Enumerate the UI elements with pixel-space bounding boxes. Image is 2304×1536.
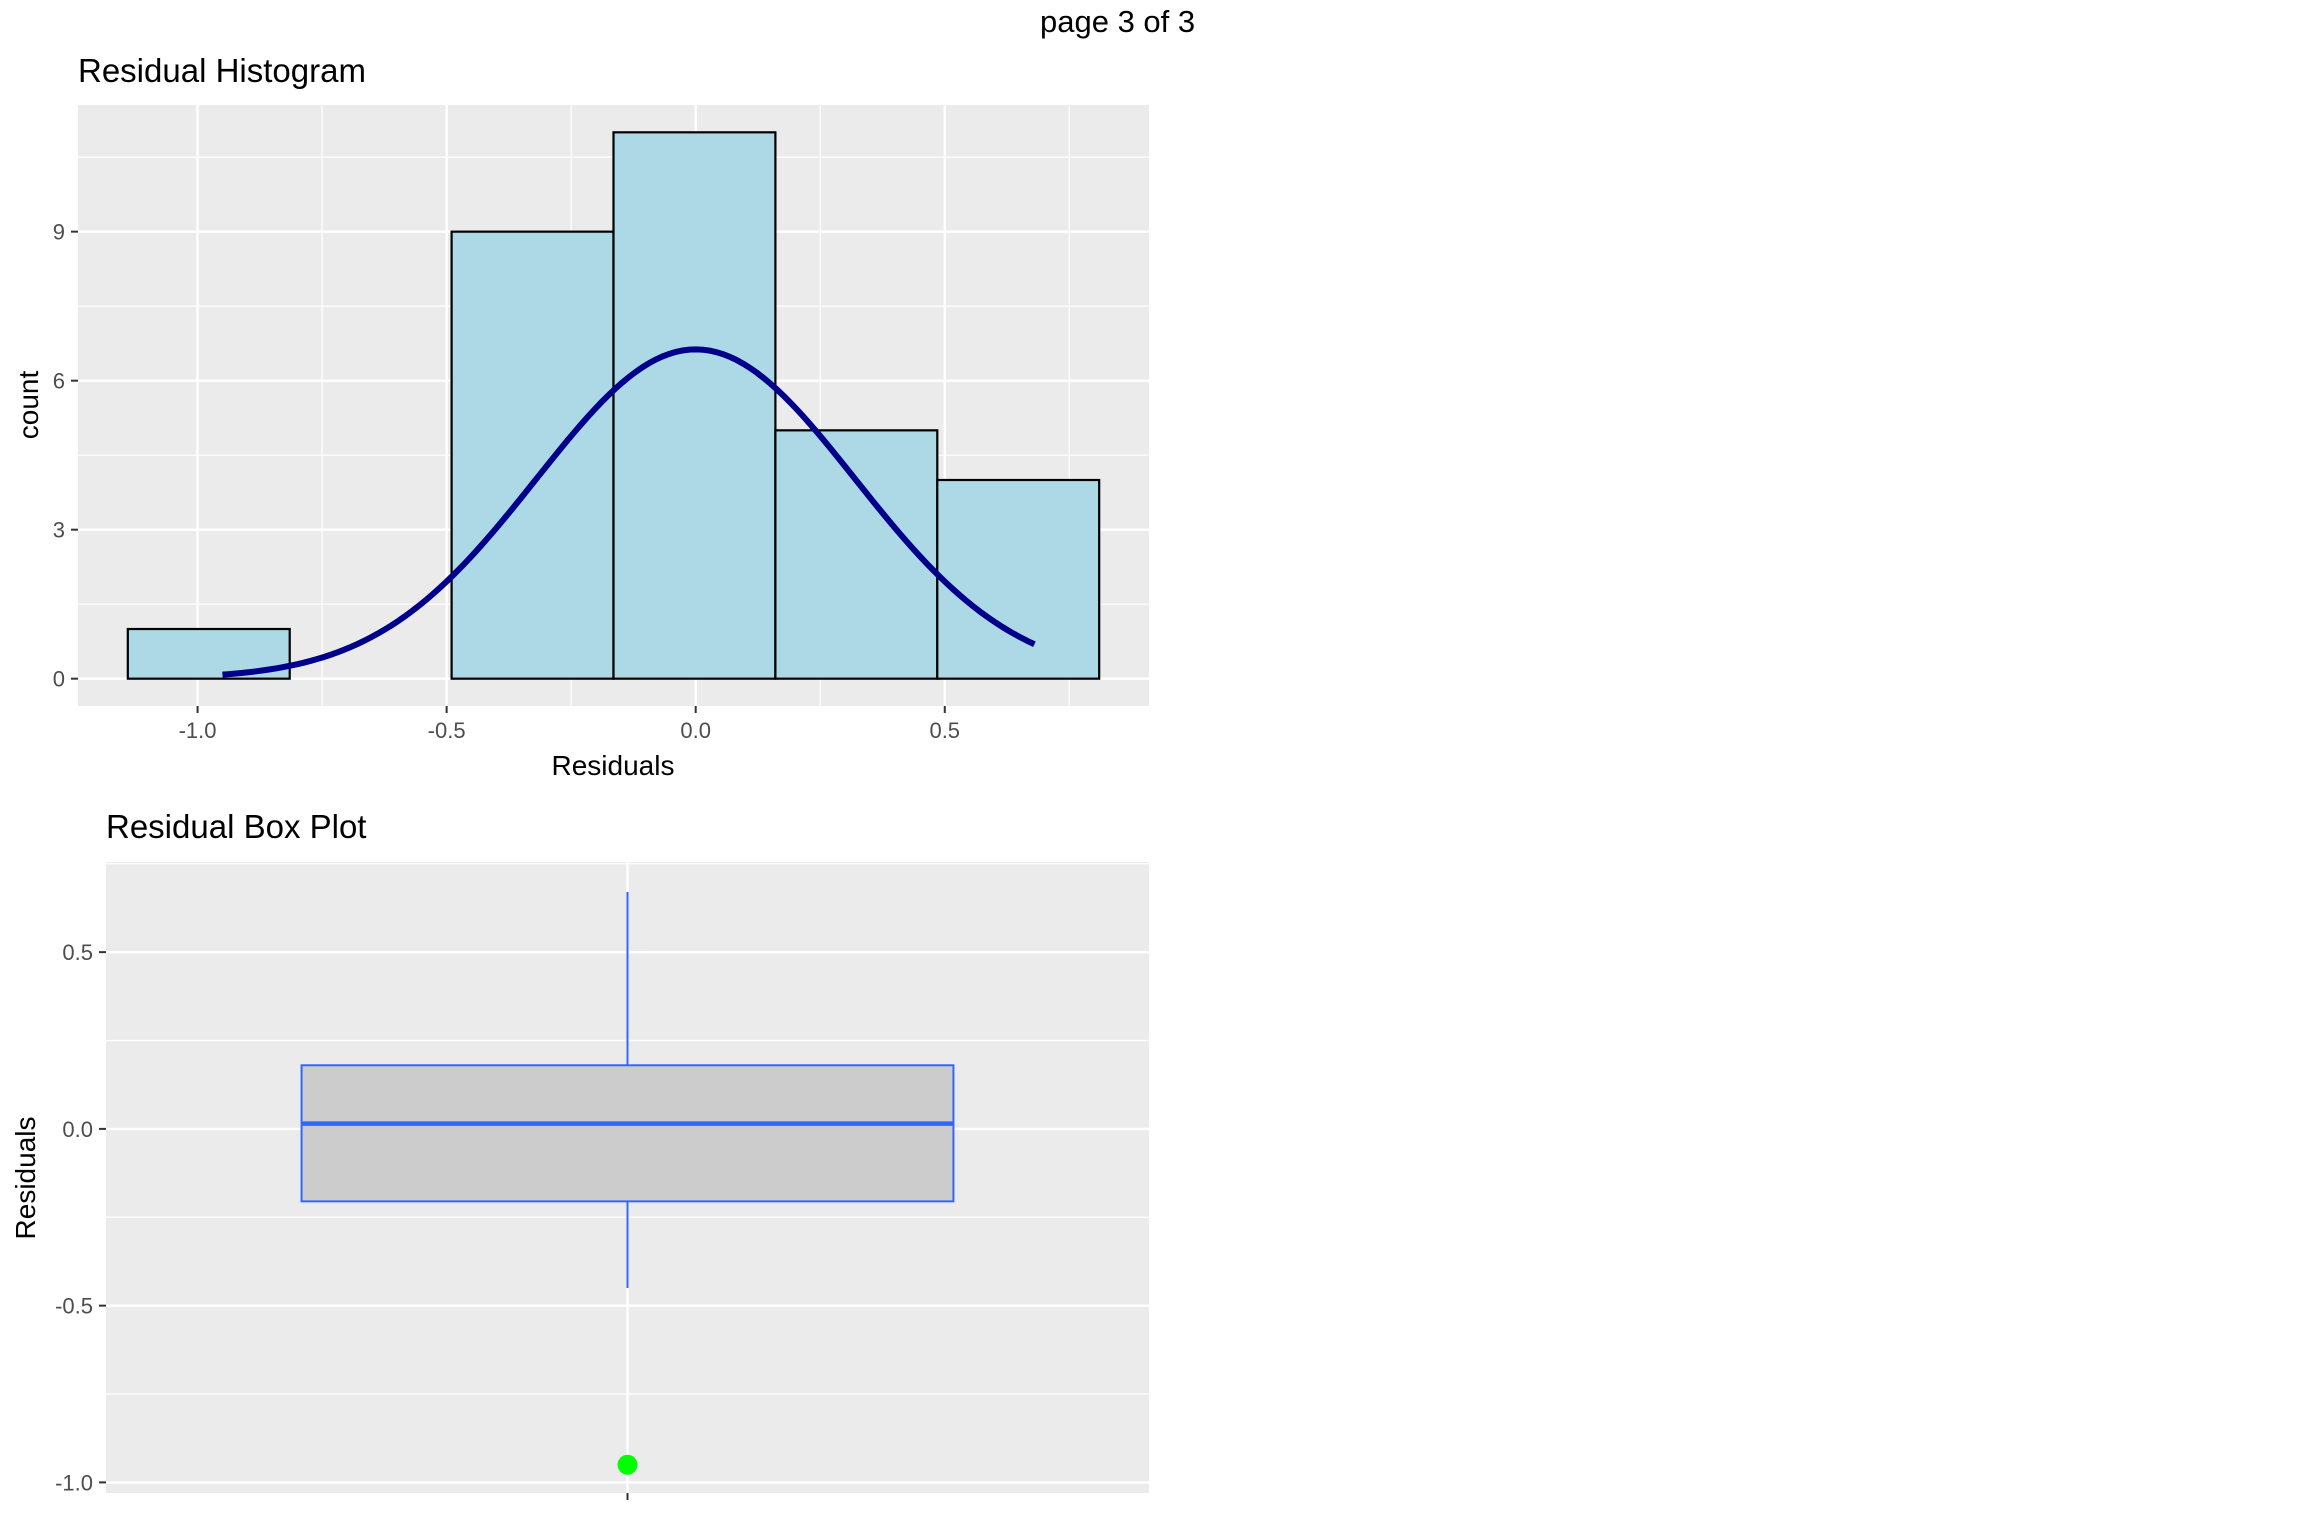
- y-tick-label: 0.5: [62, 940, 93, 965]
- boxplot-y-label: Residuals: [10, 1117, 41, 1240]
- outlier-point: [617, 1454, 638, 1475]
- x-tick-label: -0.5: [428, 718, 466, 743]
- y-tick-label: -0.5: [55, 1294, 93, 1319]
- y-tick-label: 3: [53, 518, 65, 543]
- y-tick-label: -1.0: [55, 1470, 93, 1495]
- histogram-title: Residual Histogram: [78, 52, 366, 89]
- page-indicator: page 3 of 3: [1040, 4, 1196, 39]
- y-tick-label: 0: [53, 667, 65, 692]
- histogram-bar: [450, 230, 615, 680]
- boxplot-shapes: [300, 892, 955, 1475]
- y-tick-label: 0.0: [62, 1117, 93, 1142]
- boxplot-chart: Residual Box Plot -1.0 -0.5 0.0 0.5 Residua…: [10, 808, 1149, 1500]
- boxplot-y-axis: -1.0 -0.5 0.0 0.5: [55, 940, 106, 1495]
- histogram-y-axis: 0 3 6 9: [53, 220, 78, 692]
- x-tick-label: 0.5: [929, 718, 960, 743]
- boxplot-title: Residual Box Plot: [106, 808, 366, 845]
- histogram-bar: [936, 478, 1101, 680]
- histogram-bar: [612, 131, 777, 680]
- x-tick-label: -1.0: [179, 718, 217, 743]
- normal-curve: [222, 346, 1036, 678]
- histogram-y-label: count: [13, 371, 44, 440]
- histogram-bar: [774, 429, 939, 680]
- y-tick-label: 9: [53, 220, 65, 245]
- y-tick-label: 6: [53, 369, 65, 394]
- histogram-x-label: Residuals: [552, 750, 675, 781]
- histogram-chart: Residual Histogram -1.0 -0.5 0.0 0.5 0 3 6 9 R…: [13, 52, 1149, 781]
- x-tick-label: 0.0: [680, 718, 711, 743]
- histogram-bars: [126, 131, 1101, 680]
- histogram-x-axis: -1.0 -0.5 0.0 0.5: [179, 706, 960, 743]
- box-iqr: [300, 1064, 955, 1203]
